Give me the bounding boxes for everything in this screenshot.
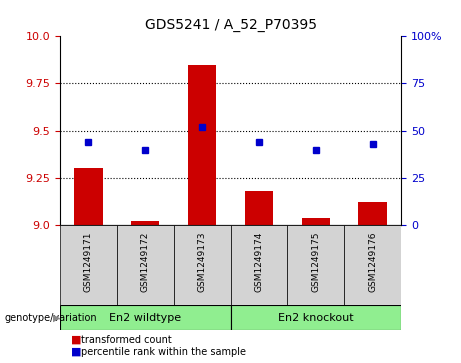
Text: GSM1249173: GSM1249173 bbox=[198, 232, 207, 292]
Title: GDS5241 / A_52_P70395: GDS5241 / A_52_P70395 bbox=[144, 19, 317, 33]
Bar bbox=[60, 305, 230, 330]
Text: En2 knockout: En2 knockout bbox=[278, 313, 354, 323]
Text: genotype/variation: genotype/variation bbox=[5, 313, 97, 323]
Bar bbox=[188, 65, 216, 225]
Bar bbox=[287, 225, 344, 305]
Bar bbox=[131, 221, 160, 225]
Text: percentile rank within the sample: percentile rank within the sample bbox=[81, 347, 246, 358]
Text: GSM1249176: GSM1249176 bbox=[368, 232, 377, 292]
Text: GSM1249172: GSM1249172 bbox=[141, 232, 150, 292]
Text: ■: ■ bbox=[71, 347, 82, 357]
Bar bbox=[60, 225, 117, 305]
Text: GSM1249175: GSM1249175 bbox=[311, 232, 320, 292]
Text: En2 wildtype: En2 wildtype bbox=[109, 313, 181, 323]
Text: GSM1249174: GSM1249174 bbox=[254, 232, 263, 292]
Bar bbox=[117, 225, 174, 305]
Bar bbox=[174, 225, 230, 305]
Bar bbox=[230, 305, 401, 330]
Text: GSM1249171: GSM1249171 bbox=[84, 232, 93, 292]
Bar bbox=[74, 168, 102, 225]
Bar bbox=[358, 203, 387, 225]
Bar bbox=[230, 225, 287, 305]
Text: ■: ■ bbox=[71, 334, 82, 344]
Bar bbox=[301, 217, 330, 225]
Bar bbox=[344, 225, 401, 305]
Text: ▶: ▶ bbox=[53, 313, 60, 323]
Text: transformed count: transformed count bbox=[81, 335, 171, 345]
Bar bbox=[245, 191, 273, 225]
